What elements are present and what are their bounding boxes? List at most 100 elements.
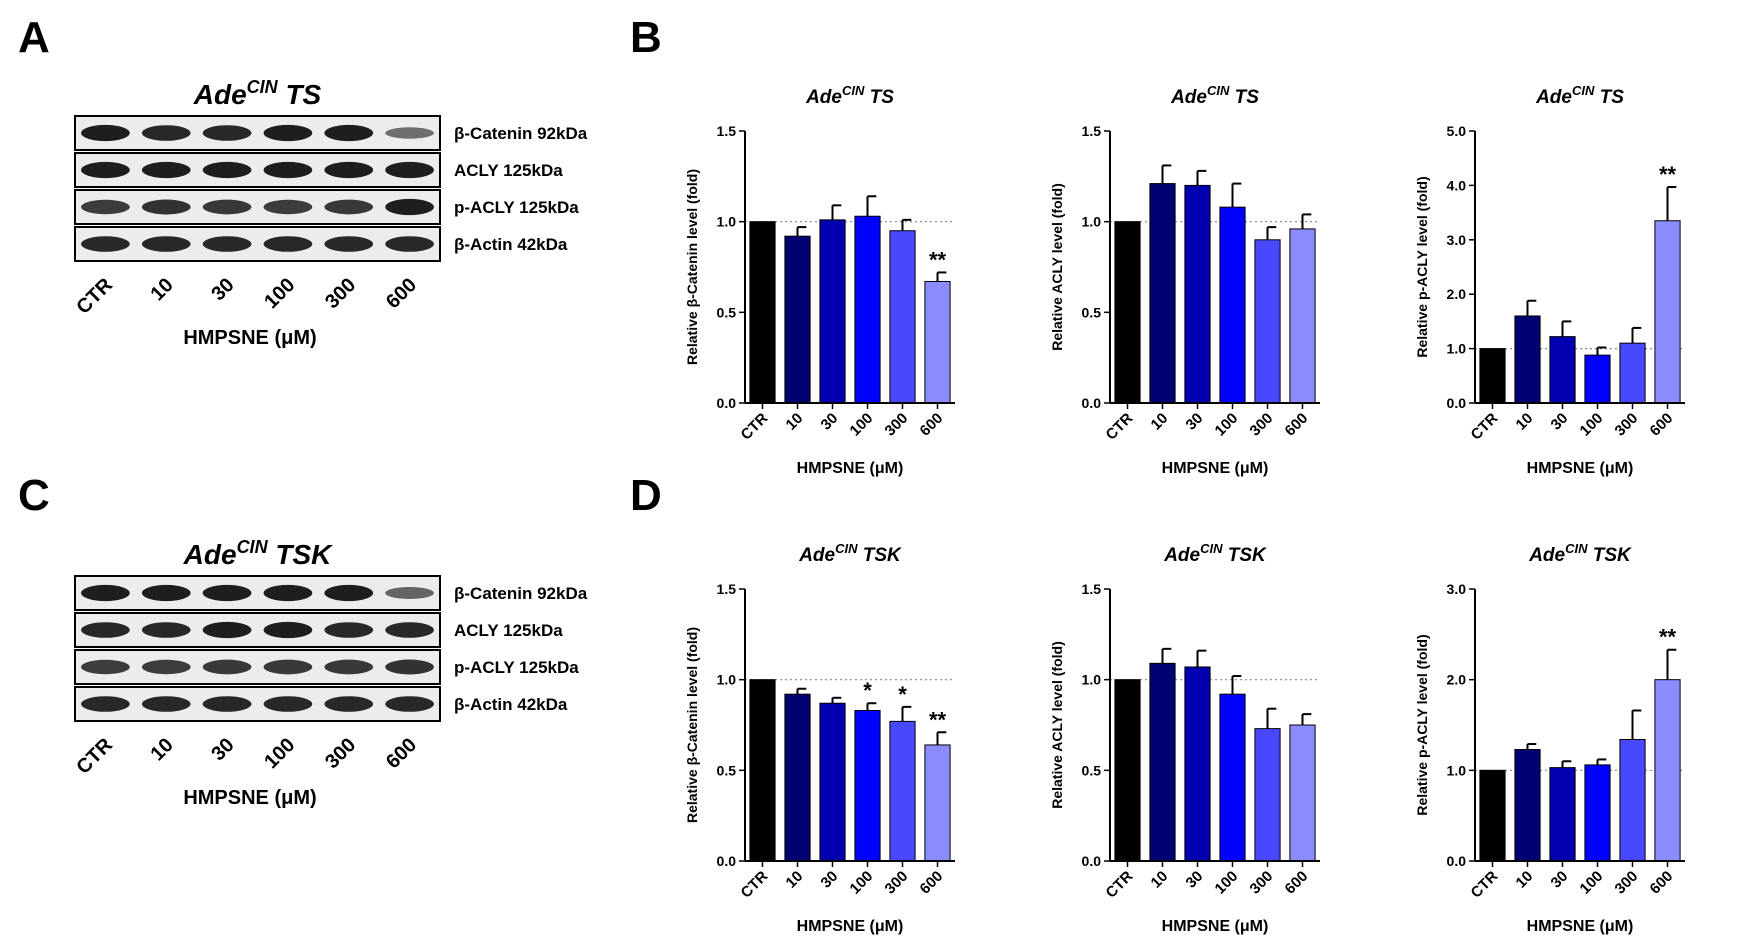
x-tick-label: 100	[1577, 868, 1607, 898]
blot-lane-label: 100	[260, 734, 299, 773]
x-tick-label: 600	[1647, 410, 1677, 440]
x-tick-label: 300	[1612, 868, 1642, 898]
chart-title-main: Ade	[1163, 545, 1200, 566]
blot-band	[263, 621, 313, 639]
y-axis-label: Relative β-Catenin level (fold)	[684, 627, 700, 823]
panel-letter-c: C	[18, 471, 50, 520]
x-axis-label: HMPSNE (μM)	[1162, 918, 1269, 935]
blot-lane-label: 100	[260, 274, 299, 313]
x-tick-label: 30	[818, 410, 842, 434]
bar-300	[1619, 739, 1646, 862]
blot-band	[324, 199, 374, 215]
blot-band	[141, 696, 191, 712]
blot-band	[385, 236, 434, 252]
x-tick-label: CTR	[1468, 410, 1502, 444]
y-tick-label: 1.0	[1082, 672, 1102, 688]
y-axis-label: Relative p-ACLY level (fold)	[1414, 634, 1430, 815]
blot-row-label: ACLY 125kDa	[454, 621, 563, 640]
blot-band	[202, 621, 252, 639]
y-tick-label: 1.5	[717, 123, 737, 139]
blot-band	[141, 659, 191, 675]
bar-chart-5: AdeCIN TSK CTR 10 30 100 300 600 0.0 0.5 1.0 1.5 Re…	[1049, 541, 1320, 935]
blot-band	[81, 161, 130, 179]
blot-band	[263, 199, 313, 215]
blot-band	[141, 236, 191, 252]
blot-band	[385, 622, 434, 638]
chart-title-suffix: TS	[1229, 87, 1259, 108]
bar-100	[854, 215, 881, 404]
blot-lane-label: CTR	[72, 734, 117, 779]
significance-marker: *	[863, 678, 872, 703]
significance-marker: **	[1659, 162, 1677, 187]
blot-x-axis-label: HMPSNE (μM)	[183, 327, 316, 349]
bar-30	[819, 219, 846, 404]
chart-title-suffix: TSK	[1588, 545, 1633, 566]
bar-300	[889, 720, 916, 862]
bar-600	[924, 281, 951, 404]
x-tick-label: 100	[1212, 868, 1242, 898]
blot-band	[385, 127, 434, 139]
y-tick-label: 2.0	[1447, 672, 1467, 688]
blot-band	[141, 161, 191, 179]
bar-chart-4: AdeCIN TSK CTR 10 30 * 100 * 300 ** 600 0.0 0.5 1.0 1…	[684, 541, 955, 935]
chart-title: AdeCIN TSK	[798, 541, 902, 566]
bar-30	[819, 702, 846, 862]
blot-band	[324, 161, 374, 179]
blot-row-frame	[74, 226, 441, 262]
x-tick-label: 300	[1612, 410, 1642, 440]
blot-band	[141, 584, 191, 602]
x-tick-label: 10	[1148, 868, 1172, 892]
blot-band	[324, 659, 374, 675]
blot-band	[141, 622, 191, 638]
y-tick-label: 3.0	[1447, 232, 1467, 248]
y-tick-label: 2.0	[1447, 286, 1467, 302]
x-tick-label: 600	[917, 410, 947, 440]
bar-CTR	[1114, 221, 1141, 404]
x-tick-label: 100	[1212, 410, 1242, 440]
blot-band	[263, 659, 313, 675]
blot-band	[202, 659, 252, 675]
blot-lane-label: 300	[321, 274, 360, 313]
x-tick-label: CTR	[738, 868, 772, 902]
y-tick-label: 0.0	[1082, 853, 1102, 869]
blot-band	[141, 199, 191, 215]
chart-title: AdeCIN TSK	[1163, 541, 1267, 566]
blot-band	[81, 199, 130, 215]
blot-band	[202, 125, 252, 141]
blot-panel-a: AdeCIN TS β-Catenin 92kDa ACLY 125kDa p-ACL…	[72, 77, 587, 349]
y-tick-label: 1.0	[1447, 762, 1467, 778]
bar-10	[784, 693, 811, 862]
x-tick-label: CTR	[1103, 410, 1137, 444]
chart-title-main: Ade	[1535, 87, 1572, 108]
y-tick-label: 1.0	[1447, 341, 1467, 357]
blot-band	[81, 659, 130, 675]
blot-row-label: β-Actin 42kDa	[454, 695, 568, 714]
blot-row-frame	[74, 152, 441, 188]
bar-600	[1654, 679, 1681, 862]
chart-title-main: Ade	[1170, 87, 1207, 108]
blot-band	[202, 584, 252, 602]
bar-600	[1289, 228, 1316, 404]
x-tick-label: 10	[1513, 410, 1537, 434]
chart-title-suffix: TSK	[1223, 545, 1268, 566]
blot-row-frame	[74, 189, 441, 225]
x-axis-label: HMPSNE (μM)	[797, 460, 904, 477]
y-tick-label: 0.0	[1082, 395, 1102, 411]
blot-band	[202, 236, 252, 252]
bar-chart-3: AdeCIN TS CTR 10 30 100 300 ** 600 0.0 1.0 2.0 3.0 4…	[1414, 83, 1685, 477]
y-tick-label: 1.5	[717, 581, 737, 597]
bar-30	[1184, 184, 1211, 404]
x-tick-label: 30	[1183, 868, 1207, 892]
x-tick-label: 10	[783, 868, 807, 892]
blot-row-label: β-Catenin 92kDa	[454, 124, 588, 143]
y-tick-label: 0.5	[717, 304, 737, 320]
blot-band	[81, 124, 130, 142]
bar-CTR	[1114, 679, 1141, 862]
bar-chart-6: AdeCIN TSK CTR 10 30 100 300 ** 600 0.0 1.0 2.0 3.0…	[1414, 541, 1685, 935]
y-tick-label: 0.0	[1447, 395, 1467, 411]
blot-lane-label: 300	[321, 734, 360, 773]
x-tick-label: 600	[917, 868, 947, 898]
blot-lane-label: 30	[207, 734, 238, 765]
blot-row-frame	[74, 575, 441, 611]
y-tick-label: 0.5	[1082, 304, 1102, 320]
